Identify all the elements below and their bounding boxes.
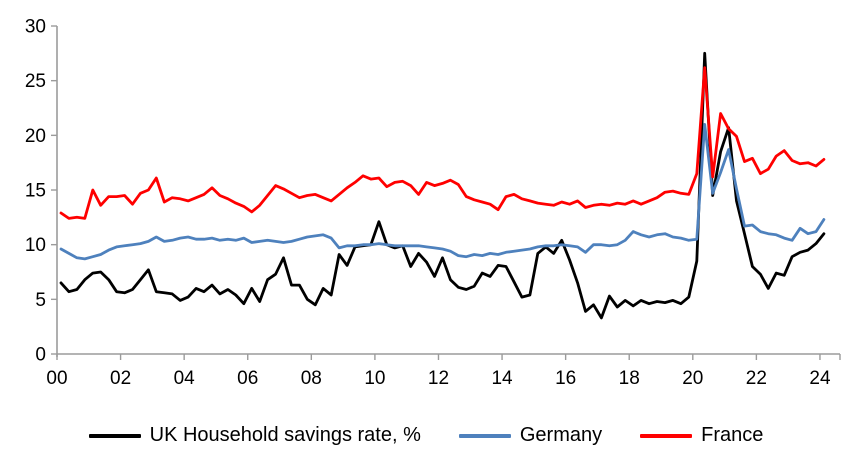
x-tick-label: 04 xyxy=(174,368,196,389)
legend-label-france: France xyxy=(701,424,764,446)
series-line-france xyxy=(59,66,826,220)
y-tick-label: 25 xyxy=(25,71,46,92)
y-tick-label: 5 xyxy=(35,290,46,311)
legend-item-france: France xyxy=(640,424,763,447)
x-tick-label: 18 xyxy=(619,368,640,389)
y-tick-label: 30 xyxy=(25,17,46,38)
chart-plot-area: 0 5 10 15 20 25 30 00 02 04 06 08 10 12 14 16 18 20 22 24 xyxy=(25,17,841,389)
legend-label-germany: Germany xyxy=(519,424,603,446)
y-tick-label: 15 xyxy=(25,181,46,202)
france-line-sample-icon xyxy=(640,433,693,438)
y-tick-label: 10 xyxy=(25,235,46,256)
x-tick-label: 02 xyxy=(110,368,131,389)
x-tick-label: 08 xyxy=(301,368,322,389)
legend-item-uk: UK Household savings rate, % xyxy=(88,424,421,447)
y-tick-label: 20 xyxy=(25,126,46,147)
x-tick-label: 06 xyxy=(237,368,258,389)
uk-line-sample-icon xyxy=(88,433,141,438)
x-tick-label: 14 xyxy=(491,368,513,389)
legend-label-uk: UK Household savings rate, % xyxy=(149,424,421,446)
x-tick-label: 20 xyxy=(682,368,703,389)
x-tick-label: 16 xyxy=(555,368,576,389)
x-tick-label: 00 xyxy=(46,368,67,389)
chart-legend: UK Household savings rate, % Germany Fra… xyxy=(0,424,852,447)
germany-line-sample-icon xyxy=(458,433,511,438)
x-tick-label: 12 xyxy=(428,368,449,389)
y-tick-label: 0 xyxy=(35,345,46,366)
series-line-uk xyxy=(59,51,826,320)
series-line-germany xyxy=(59,123,826,261)
x-tick-label: 10 xyxy=(364,368,385,389)
x-tick-label: 22 xyxy=(746,368,767,389)
x-tick-label: 24 xyxy=(809,368,831,389)
legend-item-germany: Germany xyxy=(458,424,603,447)
